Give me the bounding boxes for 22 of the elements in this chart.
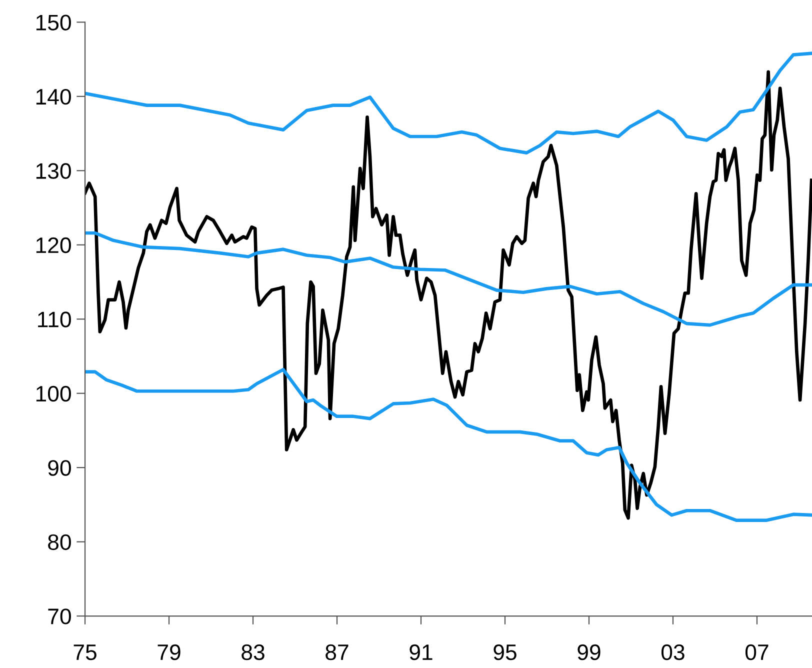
x-tick-label: 99: [578, 644, 600, 660]
line-series: [85, 368, 812, 522]
y-tick-label: 150: [36, 14, 71, 30]
x-tick-label: 83: [242, 644, 264, 660]
y-tick-label: 130: [36, 163, 71, 179]
y-tick-label: 100: [36, 386, 71, 402]
x-tick-label: 03: [661, 644, 684, 660]
x-tick-label: 75: [74, 644, 96, 660]
x-tick-label: 91: [410, 644, 432, 660]
y-tick-label: 110: [38, 312, 71, 328]
line-series: [85, 52, 812, 154]
x-tick-label: 79: [158, 644, 180, 660]
line-series: [85, 70, 812, 520]
line-series: [85, 231, 812, 327]
x-tick-label: 87: [326, 644, 348, 660]
x-tick-label: 07: [745, 644, 768, 660]
y-tick-label: 70: [48, 608, 71, 624]
y-tick-label: 90: [48, 460, 71, 476]
y-tick-label: 120: [36, 237, 71, 254]
y-tick-label: 140: [36, 88, 71, 105]
y-tick-label: 80: [48, 534, 71, 550]
x-tick-label: 95: [494, 644, 516, 660]
